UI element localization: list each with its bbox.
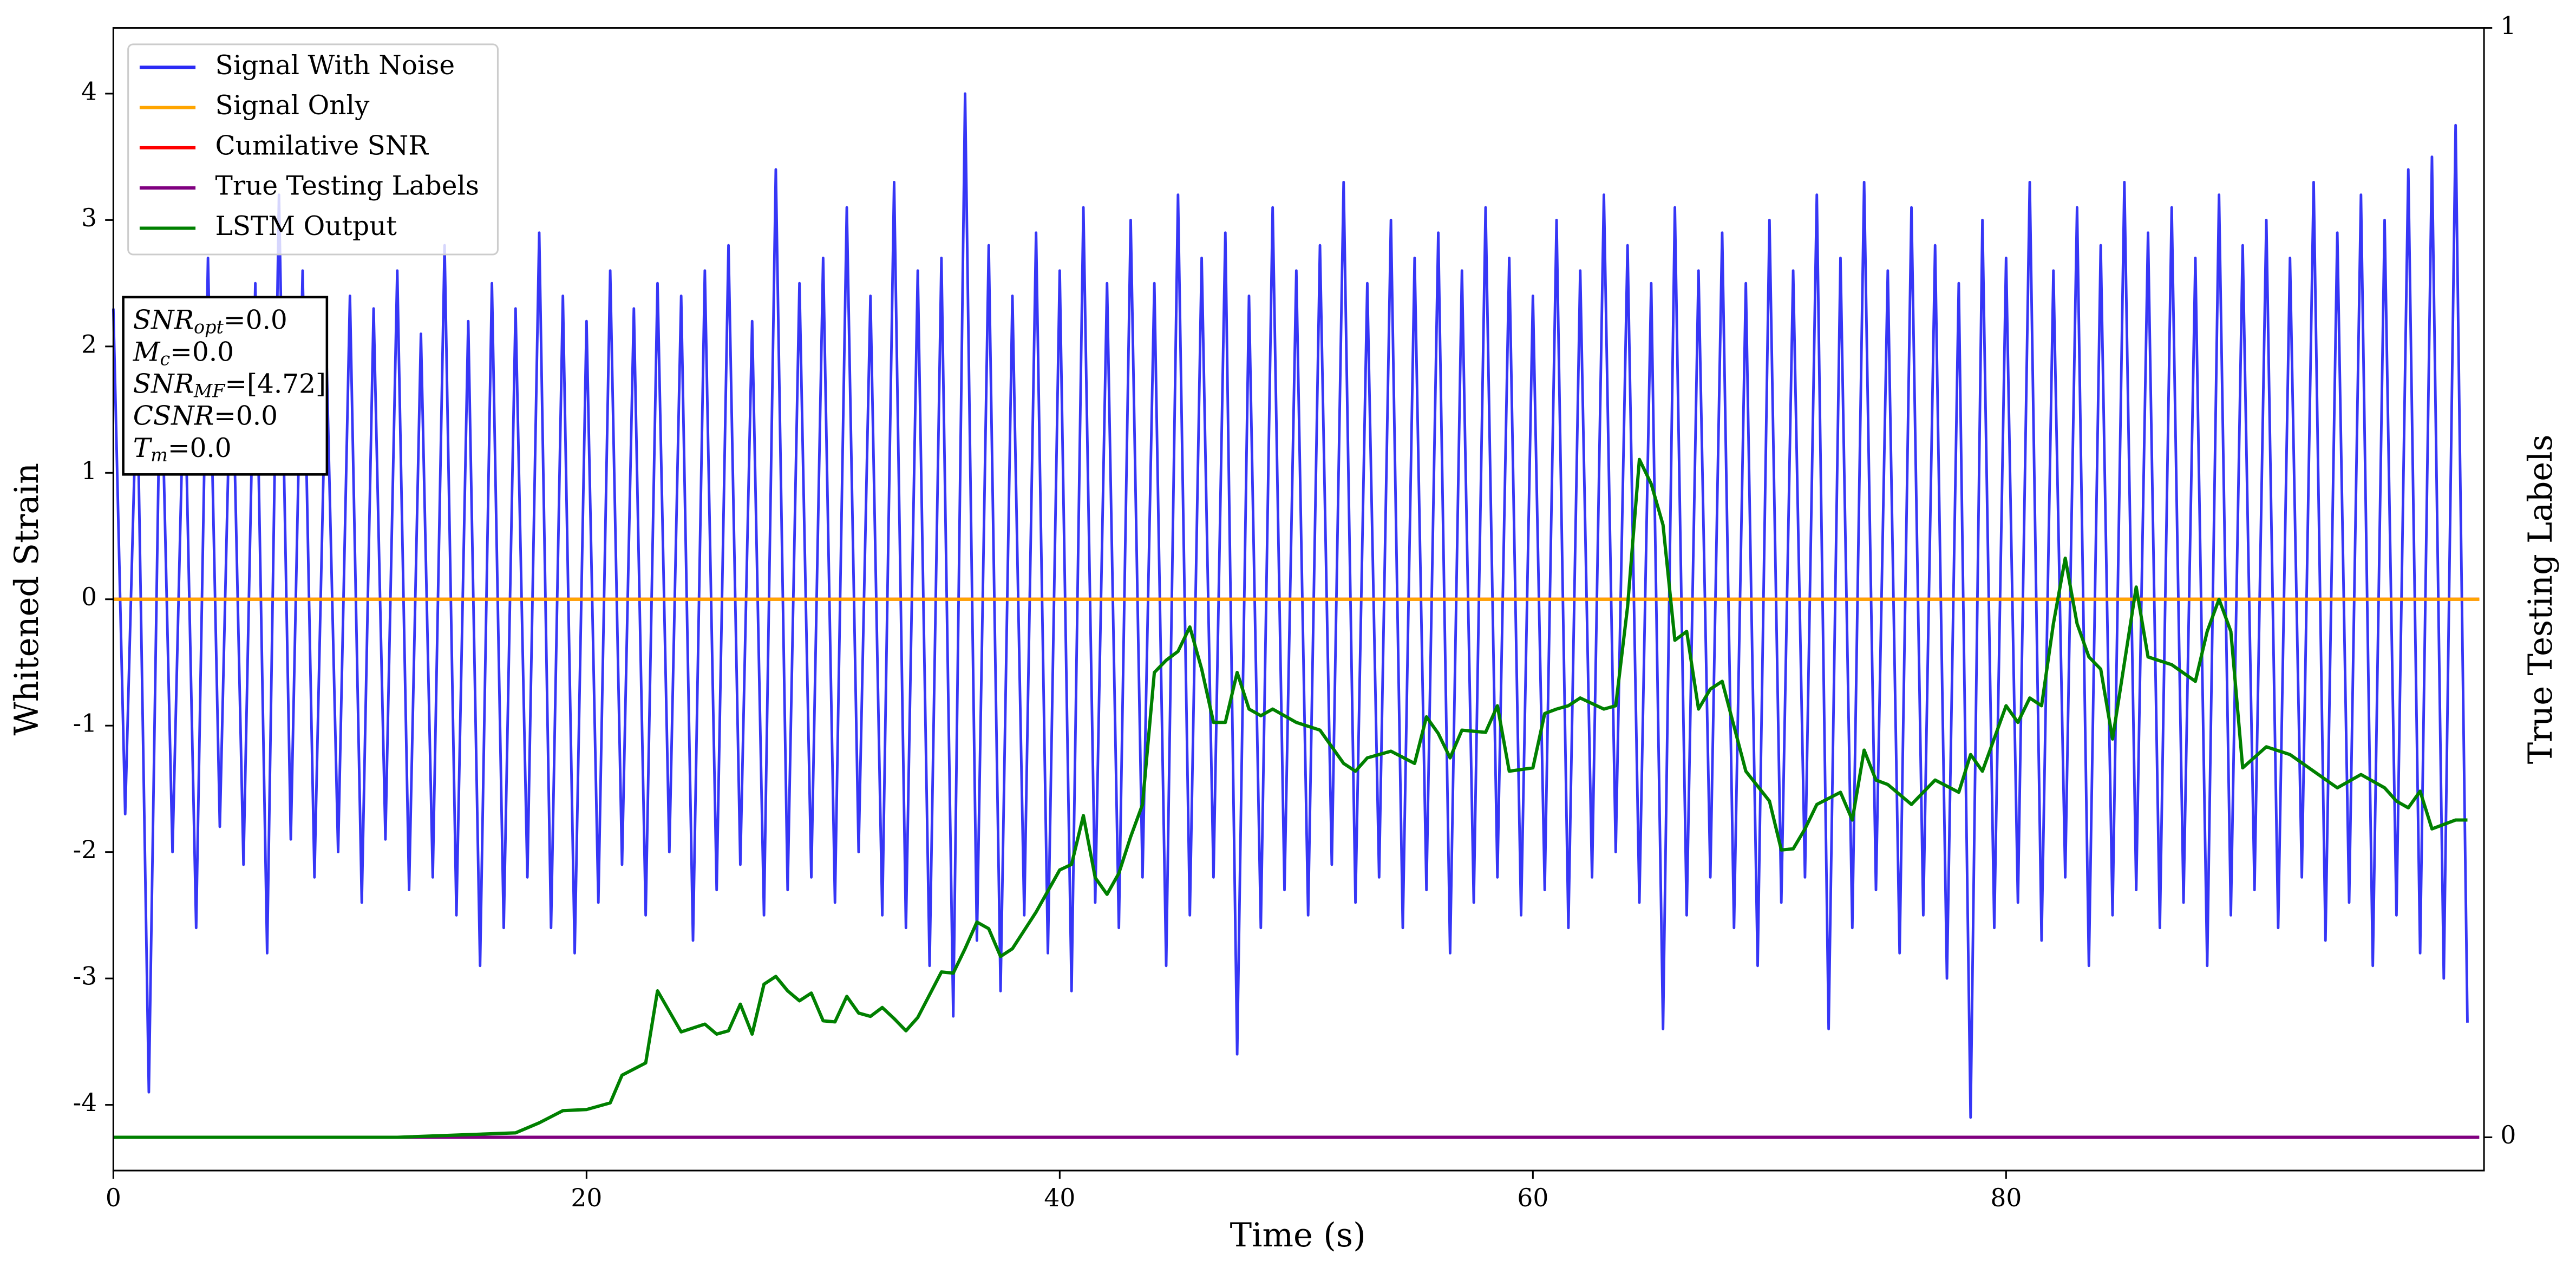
y-tick-label: 2 [81,330,97,358]
x-tick-label: 60 [1517,1184,1548,1212]
annotation-value: =[4.72] [225,369,326,399]
y-tick-label: 0 [81,583,97,611]
annotation-value: =0.0 [168,433,232,463]
x-tick-label: 20 [571,1184,602,1212]
y-tick-label: 1 [81,456,97,485]
annotation-symbol: M [133,337,161,367]
y-tick-label: -3 [73,962,97,991]
y2-tick-label: 0 [2500,1121,2516,1149]
annotation-subscript: c [160,349,170,370]
y-tick-label: 3 [81,204,97,232]
annotation-box [122,296,329,476]
annotation-value: =0.0 [170,337,234,367]
legend-label: Cumilative SNR [215,130,429,161]
legend-box [127,43,499,256]
annotation-subscript: MF [193,381,226,402]
annotation-subscript: m [151,445,168,466]
x-axis-label: Time (s) [1230,1217,1366,1255]
legend-label: Signal Only [215,90,370,121]
series-line [112,92,2469,1119]
x-tick-label: 80 [1990,1184,2022,1212]
annotation-line: CSNR=0.0 [133,401,278,431]
annotation-line: Mc=0.0 [133,337,234,370]
annotation-symbol: SNR [133,305,194,335]
legend-label: Signal With Noise [215,50,455,81]
annotation-line: SNRMF=[4.72] [133,369,326,402]
annotation-value: =0.0 [214,401,278,431]
annotation-value: =0.0 [224,305,287,335]
y-axis-label: Whitened Strain [8,463,46,736]
x-tick-label: 40 [1044,1184,1075,1212]
series-line [113,458,2468,1139]
y2-axis-label: True Testing Labels [2522,434,2560,764]
y2-tick-label: 1 [2500,11,2516,40]
y-tick-label: -2 [73,835,97,864]
annotation-symbol: T [133,433,153,463]
plot-area [112,92,2480,1139]
x-tick-label: 0 [106,1184,121,1212]
y-tick-label: 4 [81,77,97,106]
overlay: Signal With Noise Signal Only Cumilative S… [122,43,499,476]
annotation-symbol: SNR [133,369,194,399]
annotation-symbol: CSNR [133,401,214,431]
annotation-line: Tm=0.0 [133,433,232,466]
legend-label: True Testing Labels [215,171,479,201]
y-tick-label: -4 [73,1088,97,1117]
annotation-subscript: opt [194,316,224,337]
annotation-line: SNRopt=0.0 [133,305,287,338]
legend-label: LSTM Output [215,211,397,241]
y-tick-label: -1 [73,709,97,738]
